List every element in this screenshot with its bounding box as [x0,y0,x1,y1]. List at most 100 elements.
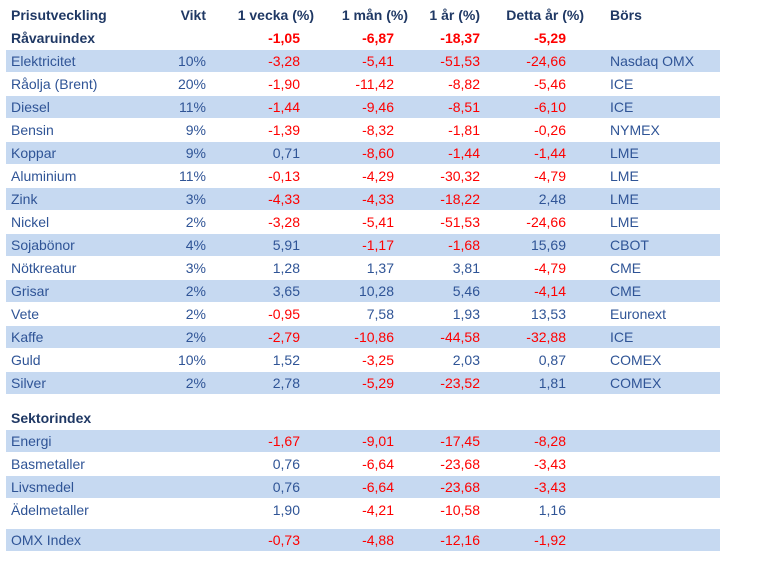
cell-ytd: -24,66 [526,214,566,230]
cell-w1: -0,73 [268,532,300,548]
column-header-1-vecka: 1 vecka (%) [237,7,314,23]
cell-w1: -2,79 [268,329,300,345]
cell-bors: CME [610,283,642,299]
column-header-1-man: 1 mån (%) [341,7,408,23]
omx-index-row: OMX Index -0,73 -4,88 -12,16 -1,92 [6,529,720,551]
cell-vikt: 2% [185,283,206,299]
cell-w1: 0,76 [272,456,300,472]
cell-bors: LME [610,168,639,184]
cell-w1: 0,76 [272,479,300,495]
cell-w1: -1,39 [268,122,300,138]
cell-w1: -1,67 [268,433,300,449]
cell-ytd: 13,53 [530,306,566,322]
ravaruindex-row: Råvaruindex -1,05 -6,87 -18,37 -5,29 [6,27,720,49]
cell-m1: -9,01 [362,433,394,449]
cell-vikt: 3% [185,260,206,276]
column-header-prisutveckling: Prisutveckling [11,7,107,23]
cell-m1: -6,64 [362,479,394,495]
cell-ytd: -1,44 [534,145,566,161]
cell-ytd: -1,92 [534,532,566,548]
column-header-detta-ar: Detta år (%) [506,7,584,23]
cell-m1: -5,41 [362,53,394,69]
cell-m1: -11,42 [355,76,394,92]
cell-y1: 2,03 [452,352,480,368]
cell-bors: COMEX [610,375,662,391]
cell-ytd: 0,87 [538,352,566,368]
cell-m1: 1,37 [366,260,394,276]
row-label: Grisar [11,283,50,299]
commodity-row: Elektricitet 10% -3,28 -5,41 -51,53 -24,66 Nas… [6,50,720,72]
cell-w1: 5,91 [272,237,300,253]
cell-m1: -1,17 [362,237,394,253]
cell-ytd: 1,81 [538,375,566,391]
cell-m1: -3,25 [362,352,394,368]
cell-w1: 1,90 [272,502,300,518]
sector-row: Ädelmetaller 1,90 -4,21 -10,58 1,16 [6,499,720,521]
cell-y1: -1,68 [448,237,480,253]
cell-y1: -44,58 [440,329,480,345]
cell-w1: -0,13 [268,168,300,184]
commodity-row: Sojabönor 4% 5,91 -1,17 -1,68 15,69 CBOT [6,234,720,256]
cell-m1: -5,29 [362,375,394,391]
cell-m1: -8,32 [362,122,394,138]
cell-bors: LME [610,145,639,161]
cell-m1: -9,46 [362,99,394,115]
cell-vikt: 4% [185,237,206,253]
cell-w1: -3,28 [268,53,300,69]
section-spacer [6,522,720,529]
cell-bors: ICE [610,76,634,92]
cell-vikt: 20% [177,76,206,92]
section-spacer [6,395,720,407]
cell-y1: -51,53 [440,214,480,230]
cell-y1: -18,37 [440,30,480,46]
cell-m1: -5,41 [362,214,394,230]
commodity-row: Zink 3% -4,33 -4,33 -18,22 2,48 LME [6,188,720,210]
cell-w1: -3,28 [268,214,300,230]
column-header-vikt: Vikt [180,7,206,23]
commodity-row: Koppar 9% 0,71 -8,60 -1,44 -1,44 LME [6,142,720,164]
cell-bors: CBOT [610,237,649,253]
cell-m1: -6,64 [362,456,394,472]
cell-vikt: 11% [179,99,206,115]
row-label: Sojabönor [11,237,75,253]
cell-bors: LME [610,214,639,230]
row-label: Elektricitet [11,53,76,69]
cell-bors: LME [610,191,639,207]
cell-vikt: 9% [185,122,206,138]
cell-w1: 1,52 [272,352,300,368]
cell-m1: -4,21 [362,502,394,518]
cell-y1: -1,81 [448,122,480,138]
row-label: Aluminium [11,168,77,184]
cell-bors: ICE [610,99,634,115]
commodity-row: Aluminium 11% -0,13 -4,29 -30,32 -4,79 LME [6,165,720,187]
commodity-row: Grisar 2% 3,65 10,28 5,46 -4,14 CME [6,280,720,302]
cell-vikt: 2% [185,214,206,230]
cell-y1: -12,16 [440,532,480,548]
column-header-1-ar: 1 år (%) [429,7,480,23]
cell-ytd: -32,88 [526,329,566,345]
cell-w1: 3,65 [272,283,300,299]
cell-ytd: -0,26 [534,122,566,138]
cell-y1: -23,68 [440,479,480,495]
row-label: Livsmedel [11,479,75,495]
commodity-row: Kaffe 2% -2,79 -10,86 -44,58 -32,88 ICE [6,326,720,348]
row-label: Energi [11,433,52,449]
cell-vikt: 2% [185,375,206,391]
cell-vikt: 2% [185,306,206,322]
row-label: Nickel [11,214,50,230]
row-label: Vete [11,306,40,322]
cell-w1: -1,44 [268,99,300,115]
cell-m1: -6,87 [362,30,394,46]
row-label: Bensin [11,122,54,138]
cell-y1: 5,46 [452,283,480,299]
cell-w1: 1,28 [272,260,300,276]
row-label: Silver [11,375,47,391]
row-label: OMX Index [11,532,82,548]
commodity-row: Silver 2% 2,78 -5,29 -23,52 1,81 COMEX [6,372,720,394]
sektorindex-header-row: Sektorindex [6,407,720,429]
cell-ytd: -24,66 [526,53,566,69]
cell-m1: -4,33 [362,191,394,207]
commodity-row: Råolja (Brent) 20% -1,90 -11,42 -8,82 -5,46 IC… [6,73,720,95]
column-header-bors: Börs [610,7,642,23]
